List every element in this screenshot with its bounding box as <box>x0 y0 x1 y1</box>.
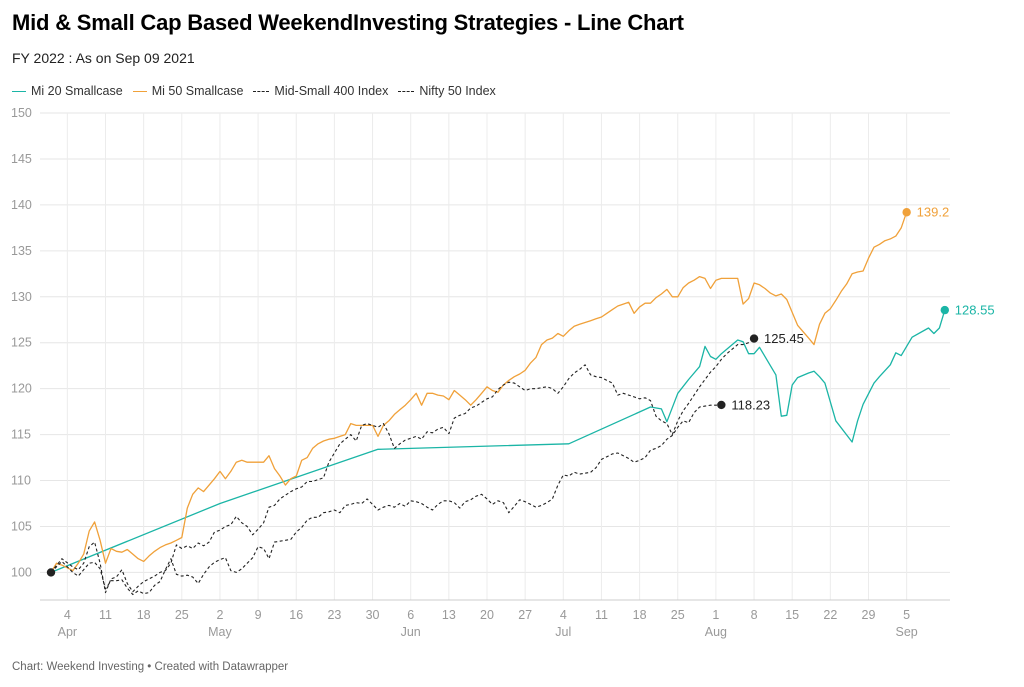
series-end-dot <box>717 400 726 410</box>
y-tick-label: 150 <box>11 106 32 120</box>
x-tick-label: 4 <box>560 608 567 622</box>
legend-swatch-mi50 <box>132 90 147 92</box>
x-tick-label: 8 <box>751 608 758 622</box>
x-tick-label: 27 <box>518 608 532 622</box>
series-end-dot <box>902 208 911 217</box>
y-tick-label: 130 <box>11 290 32 304</box>
x-tick-label: 18 <box>633 608 647 622</box>
x-tick-label: 5 <box>903 608 910 622</box>
x-tick-label: 30 <box>366 608 380 622</box>
y-tick-label: 115 <box>11 428 31 442</box>
x-tick-label: 11 <box>99 608 112 622</box>
legend-swatch-mi20 <box>12 90 26 92</box>
x-month-label: Sep <box>896 625 918 639</box>
series-end-label: 139.2 <box>917 205 950 220</box>
chart-legend: Mi 20 Smallcase Mi 50 Smallcase Mid-Smal… <box>12 84 496 98</box>
legend-label-nifty50: Nifty 50 Index <box>419 84 496 98</box>
x-tick-label: 1 <box>712 608 719 622</box>
x-tick-label: 9 <box>255 608 262 622</box>
y-tick-label: 100 <box>11 565 32 579</box>
y-tick-label: 105 <box>11 519 32 533</box>
y-tick-label: 110 <box>11 474 31 488</box>
series-end-dot <box>749 334 759 343</box>
legend-item-mi50[interactable]: Mi 50 Smallcase <box>132 84 244 98</box>
series-start-dot <box>46 568 56 577</box>
legend-item-midsmall400[interactable]: Mid-Small 400 Index <box>253 84 388 98</box>
x-tick-label: 23 <box>327 608 341 622</box>
x-tick-label: 6 <box>407 608 414 622</box>
legend-swatch-nifty50 <box>398 90 415 92</box>
x-month-label: Jun <box>401 625 421 639</box>
legend-label-mi20: Mi 20 Smallcase <box>31 84 123 98</box>
x-tick-label: 29 <box>862 608 876 622</box>
legend-label-mi50: Mi 50 Smallcase <box>151 84 244 98</box>
x-tick-label: 25 <box>671 608 685 622</box>
x-tick-label: 16 <box>289 608 303 622</box>
x-tick-label: 20 <box>480 608 494 622</box>
series-end-dot <box>940 305 949 315</box>
x-month-label: Apr <box>58 625 77 639</box>
series-line-mi-50-smallcase <box>50 211 908 573</box>
y-tick-label: 120 <box>11 382 32 396</box>
series-end-label: 118.23 <box>731 397 770 412</box>
x-tick-label: 15 <box>785 608 799 622</box>
x-tick-label: 13 <box>442 608 456 622</box>
series-end-label: 128.55 <box>955 303 995 318</box>
legend-swatch-midsmall400 <box>253 90 270 92</box>
x-tick-label: 2 <box>216 608 223 622</box>
series-end-label: 125.45 <box>764 331 804 346</box>
y-tick-label: 140 <box>11 198 32 212</box>
series-line-mid-small-400-index <box>50 338 755 594</box>
legend-item-nifty50[interactable]: Nifty 50 Index <box>398 84 496 98</box>
chart-footer: Chart: Weekend Investing • Created with … <box>12 661 289 673</box>
x-month-label: May <box>208 625 232 639</box>
series-line-mi-20-smallcase <box>50 309 946 574</box>
series-line-nifty-50-index <box>50 404 722 596</box>
x-month-label: Aug <box>705 625 727 639</box>
y-tick-label: 125 <box>11 336 32 350</box>
x-tick-label: 4 <box>64 608 71 622</box>
x-tick-label: 11 <box>595 608 608 622</box>
chart-title: Mid & Small Cap Based WeekendInvesting S… <box>12 10 684 35</box>
x-tick-label: 18 <box>137 608 151 622</box>
y-tick-label: 135 <box>11 244 32 258</box>
legend-item-mi20[interactable]: Mi 20 Smallcase <box>12 84 123 98</box>
x-month-label: Jul <box>555 625 571 639</box>
chart-subtitle: FY 2022 : As on Sep 09 2021 <box>12 50 195 66</box>
y-tick-label: 145 <box>11 152 32 166</box>
legend-label-midsmall400: Mid-Small 400 Index <box>274 84 389 98</box>
x-tick-label: 22 <box>823 608 837 622</box>
x-tick-label: 25 <box>175 608 189 622</box>
